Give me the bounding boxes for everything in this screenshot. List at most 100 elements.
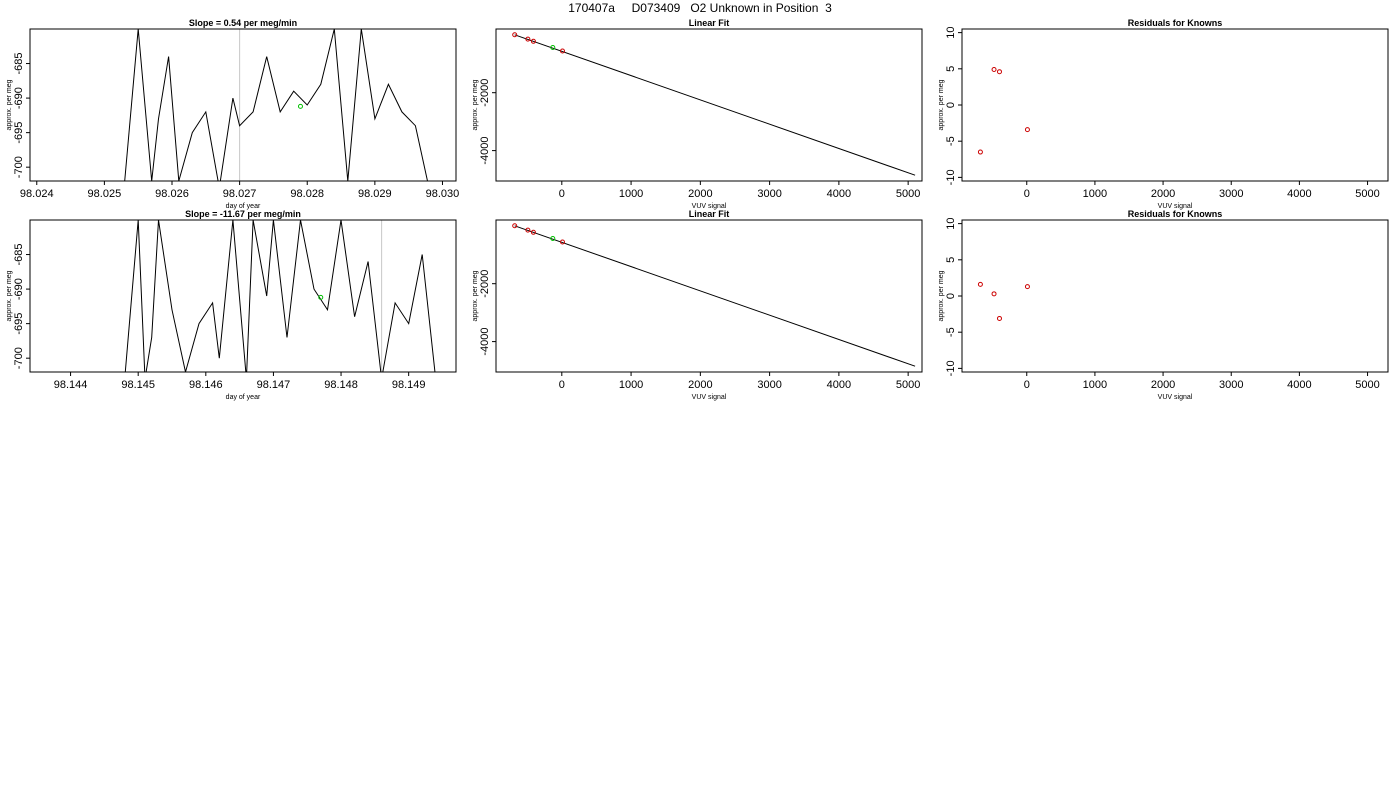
- x-tick-label: 98.028: [290, 188, 324, 200]
- x-tick-label: 5000: [896, 379, 920, 391]
- chart-residuals-top: Residuals for Knowns 0 1000 2000 3000 4000 500…: [938, 18, 1389, 210]
- y-axis-label: approx. per meg: [938, 270, 945, 321]
- chart-residuals-bottom: Residuals for Knowns 0 1000 2000 3000 4000 500…: [938, 209, 1389, 401]
- x-tick-label: 5000: [1355, 188, 1379, 200]
- x-tick-label: 5000: [1355, 379, 1379, 391]
- fit-line: [514, 225, 916, 367]
- plot-frame: [961, 219, 1389, 373]
- x-tick-label: 98.026: [155, 188, 189, 200]
- data-point: [525, 36, 531, 42]
- x-tick-label: 98.029: [358, 188, 392, 200]
- data-point: [512, 32, 518, 38]
- x-tick-label: 4000: [1287, 188, 1311, 200]
- data-point: [1024, 284, 1030, 290]
- y-tick-label: -695: [13, 122, 25, 144]
- x-tick-label: 5000: [896, 188, 920, 200]
- x-axis-label: day of year: [226, 394, 261, 401]
- series-line: [124, 29, 429, 181]
- data-point: [525, 227, 531, 233]
- data-point: [559, 48, 565, 54]
- x-tick-label: 3000: [757, 188, 781, 200]
- x-tick-label: 98.030: [426, 188, 460, 200]
- y-tick-label: -695: [13, 313, 25, 335]
- chart-slope-bottom: Slope = -11.67 per meg/min 98.144 98.145 98…: [6, 209, 457, 401]
- chart-linear-fit-bottom: Linear Fit 0 1000 2000 3000 4000 5000 -4000 -200…: [472, 209, 923, 401]
- chart-slope-top: Slope = 0.54 per meg/min 98.024 98.025 98.0…: [6, 18, 460, 210]
- plot-frame: [29, 219, 457, 373]
- x-tick-label: 2000: [688, 188, 712, 200]
- x-tick-label: 1000: [619, 188, 643, 200]
- y-tick-label: -700: [13, 347, 25, 369]
- x-tick-label: 98.144: [54, 379, 88, 391]
- plot-frame: [495, 28, 923, 182]
- chart-title: Linear Fit: [689, 18, 730, 28]
- x-tick-label: 4000: [827, 379, 851, 391]
- x-axis-label: day of year: [226, 203, 261, 210]
- x-tick-label: 4000: [827, 188, 851, 200]
- plot-frame: [29, 28, 457, 182]
- y-tick-label: 10: [945, 26, 957, 38]
- chart-title: Residuals for Knowns: [1128, 18, 1223, 28]
- data-point: [996, 69, 1002, 75]
- x-tick-label: 98.146: [189, 379, 223, 391]
- y-tick-label: -690: [13, 87, 25, 109]
- y-tick-label: -5: [945, 327, 957, 337]
- x-tick-label: 98.148: [324, 379, 358, 391]
- x-tick-label: 1000: [619, 379, 643, 391]
- y-tick-label: -700: [13, 156, 25, 178]
- data-point: [977, 281, 983, 287]
- x-tick-label: 0: [559, 188, 565, 200]
- data-point: [977, 149, 983, 155]
- x-tick-label: 4000: [1287, 379, 1311, 391]
- x-tick-label: 2000: [1151, 188, 1175, 200]
- data-point: [991, 291, 997, 297]
- chart-title: Linear Fit: [689, 209, 730, 219]
- data-point: [559, 239, 565, 245]
- y-tick-label: -2000: [479, 270, 491, 298]
- y-tick-label: 5: [945, 66, 957, 72]
- data-point: [318, 294, 324, 300]
- x-tick-label: 3000: [1219, 379, 1243, 391]
- y-tick-label: 10: [945, 217, 957, 229]
- y-tick-label: -4000: [479, 328, 491, 356]
- y-axis-label: approx. per meg: [938, 79, 945, 130]
- x-tick-label: 0: [559, 379, 565, 391]
- x-tick-label: 98.027: [223, 188, 257, 200]
- x-tick-label: 1000: [1083, 379, 1107, 391]
- chart-linear-fit-top: Linear Fit 0 1000 2000 3000 4000 5000 -4000 -200…: [472, 18, 923, 210]
- page-title: 170407a D073409 O2 Unknown in Position 3: [568, 1, 832, 15]
- data-point: [996, 315, 1002, 321]
- data-point: [512, 223, 518, 229]
- data-point: [1024, 127, 1030, 133]
- y-tick-label: 5: [945, 257, 957, 263]
- data-point: [530, 229, 536, 235]
- series-line: [124, 220, 436, 372]
- x-tick-label: 3000: [1219, 188, 1243, 200]
- x-tick-label: 98.147: [257, 379, 291, 391]
- x-tick-label: 98.025: [88, 188, 122, 200]
- y-axis-label: approx. per meg: [6, 79, 13, 130]
- x-tick-label: 98.145: [121, 379, 155, 391]
- x-tick-label: 1000: [1083, 188, 1107, 200]
- x-tick-label: 3000: [757, 379, 781, 391]
- x-tick-label: 2000: [688, 379, 712, 391]
- y-tick-label: -685: [13, 53, 25, 75]
- data-point: [530, 38, 536, 44]
- y-tick-label: 0: [945, 293, 957, 299]
- data-point: [550, 45, 556, 51]
- x-tick-label: 98.149: [392, 379, 426, 391]
- data-point: [297, 103, 303, 109]
- y-tick-label: -10: [945, 360, 957, 376]
- y-tick-label: -4000: [479, 137, 491, 165]
- x-axis-label: VUV signal: [692, 203, 727, 210]
- x-tick-label: 0: [1024, 188, 1030, 200]
- y-tick-label: -2000: [479, 79, 491, 107]
- x-tick-label: 2000: [1151, 379, 1175, 391]
- chart-title: Slope = 0.54 per meg/min: [189, 18, 297, 28]
- data-point: [550, 236, 556, 242]
- x-tick-label: 98.024: [20, 188, 54, 200]
- x-axis-label: VUV signal: [692, 394, 727, 401]
- plot-frame: [961, 28, 1389, 182]
- chart-title: Residuals for Knowns: [1128, 209, 1223, 219]
- x-axis-label: VUV signal: [1158, 394, 1193, 401]
